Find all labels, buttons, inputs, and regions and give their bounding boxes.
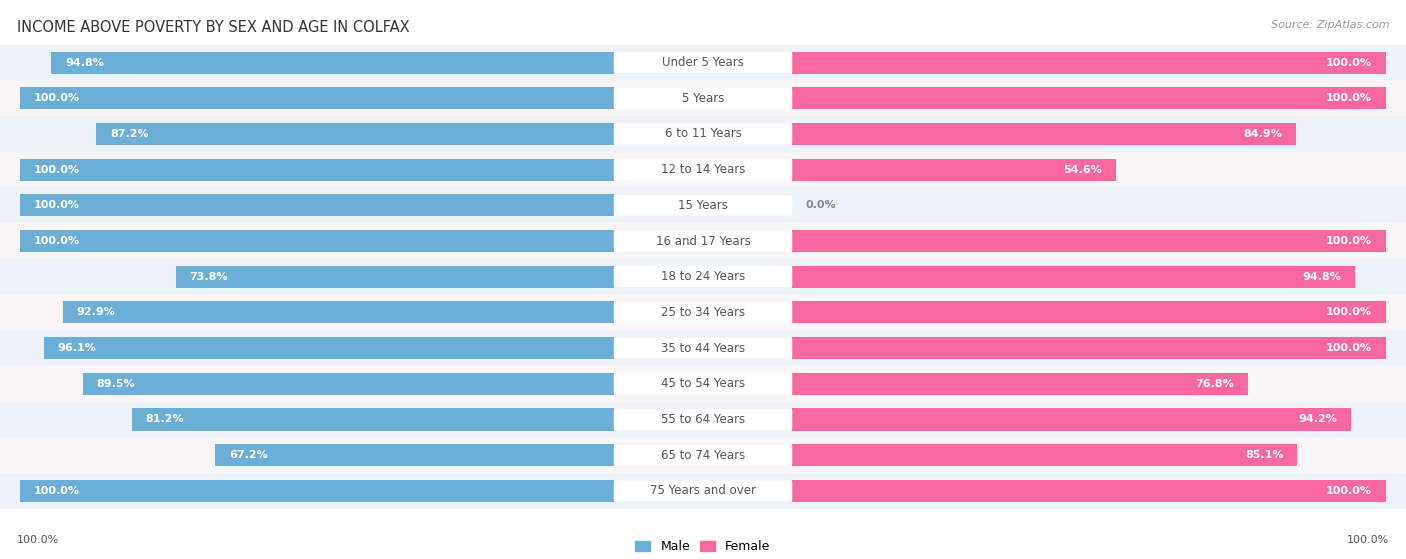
Text: 35 to 44 Years: 35 to 44 Years [661, 342, 745, 354]
Text: 15 Years: 15 Years [678, 199, 728, 212]
FancyBboxPatch shape [614, 266, 792, 287]
Text: Under 5 Years: Under 5 Years [662, 56, 744, 69]
FancyBboxPatch shape [614, 481, 792, 501]
Text: 100.0%: 100.0% [1326, 58, 1372, 68]
Text: 100.0%: 100.0% [34, 200, 80, 210]
Text: 100.0%: 100.0% [1347, 535, 1389, 545]
Text: 100.0%: 100.0% [17, 535, 59, 545]
Text: 100.0%: 100.0% [1326, 486, 1372, 496]
Text: 5 Years: 5 Years [682, 92, 724, 105]
Bar [0, 223, 1406, 259]
Text: 81.2%: 81.2% [146, 414, 184, 424]
Text: 54.6%: 54.6% [1063, 165, 1102, 174]
Bar [792, 123, 1296, 145]
Text: 12 to 14 Years: 12 to 14 Years [661, 163, 745, 176]
Text: 65 to 74 Years: 65 to 74 Years [661, 449, 745, 462]
Bar [0, 295, 1406, 330]
Bar [44, 337, 614, 359]
Bar [0, 116, 1406, 152]
Bar [792, 230, 1385, 252]
Text: 25 to 34 Years: 25 to 34 Years [661, 306, 745, 319]
Text: 100.0%: 100.0% [1326, 343, 1372, 353]
Bar [0, 80, 1406, 116]
Text: 16 and 17 Years: 16 and 17 Years [655, 235, 751, 248]
Text: 94.2%: 94.2% [1299, 414, 1337, 424]
FancyBboxPatch shape [614, 373, 792, 394]
Bar [0, 366, 1406, 401]
Bar [0, 330, 1406, 366]
Text: 84.9%: 84.9% [1243, 129, 1282, 139]
Bar [21, 480, 614, 502]
Bar [792, 87, 1385, 110]
FancyBboxPatch shape [614, 338, 792, 358]
Bar [63, 301, 614, 324]
Bar [0, 187, 1406, 223]
Bar [792, 159, 1116, 181]
FancyBboxPatch shape [614, 159, 792, 180]
Bar [792, 337, 1385, 359]
Bar [52, 51, 614, 74]
Text: 67.2%: 67.2% [229, 450, 267, 460]
Text: 76.8%: 76.8% [1195, 379, 1234, 389]
FancyBboxPatch shape [614, 231, 792, 252]
Bar [792, 51, 1385, 74]
Bar [792, 266, 1354, 288]
Bar [176, 266, 614, 288]
Bar [792, 301, 1385, 324]
Text: 94.8%: 94.8% [65, 58, 104, 68]
Bar [0, 473, 1406, 509]
Text: 89.5%: 89.5% [97, 379, 135, 389]
Text: 100.0%: 100.0% [34, 236, 80, 246]
Bar [792, 480, 1385, 502]
Text: Source: ZipAtlas.com: Source: ZipAtlas.com [1271, 20, 1389, 30]
Text: 92.9%: 92.9% [76, 307, 115, 318]
Bar [0, 152, 1406, 187]
FancyBboxPatch shape [614, 52, 792, 73]
Text: 55 to 64 Years: 55 to 64 Years [661, 413, 745, 426]
FancyBboxPatch shape [614, 302, 792, 323]
Bar [792, 444, 1298, 466]
Bar [792, 409, 1351, 430]
Text: 75 Years and over: 75 Years and over [650, 484, 756, 498]
Bar [83, 373, 614, 395]
FancyBboxPatch shape [614, 445, 792, 466]
Text: 73.8%: 73.8% [190, 272, 228, 282]
Text: 100.0%: 100.0% [34, 486, 80, 496]
Bar [97, 123, 614, 145]
Bar [0, 45, 1406, 80]
Bar [21, 195, 614, 216]
Bar [21, 230, 614, 252]
Text: 100.0%: 100.0% [1326, 236, 1372, 246]
Legend: Male, Female: Male, Female [630, 535, 776, 558]
Bar [21, 87, 614, 110]
Text: 100.0%: 100.0% [1326, 93, 1372, 103]
Bar [0, 259, 1406, 295]
Bar [0, 401, 1406, 437]
FancyBboxPatch shape [614, 88, 792, 108]
Text: 45 to 54 Years: 45 to 54 Years [661, 377, 745, 390]
Bar [21, 159, 614, 181]
Text: INCOME ABOVE POVERTY BY SEX AND AGE IN COLFAX: INCOME ABOVE POVERTY BY SEX AND AGE IN C… [17, 20, 409, 35]
Text: 100.0%: 100.0% [34, 93, 80, 103]
Bar [0, 437, 1406, 473]
Bar [792, 373, 1247, 395]
Bar [132, 409, 614, 430]
Text: 6 to 11 Years: 6 to 11 Years [665, 127, 741, 140]
FancyBboxPatch shape [614, 124, 792, 144]
Text: 85.1%: 85.1% [1244, 450, 1284, 460]
Text: 94.8%: 94.8% [1302, 272, 1341, 282]
Bar [215, 444, 614, 466]
Text: 100.0%: 100.0% [34, 165, 80, 174]
Text: 18 to 24 Years: 18 to 24 Years [661, 270, 745, 283]
Text: 87.2%: 87.2% [110, 129, 149, 139]
Text: 100.0%: 100.0% [1326, 307, 1372, 318]
FancyBboxPatch shape [614, 195, 792, 216]
Text: 96.1%: 96.1% [58, 343, 96, 353]
Text: 0.0%: 0.0% [806, 200, 837, 210]
FancyBboxPatch shape [614, 409, 792, 430]
